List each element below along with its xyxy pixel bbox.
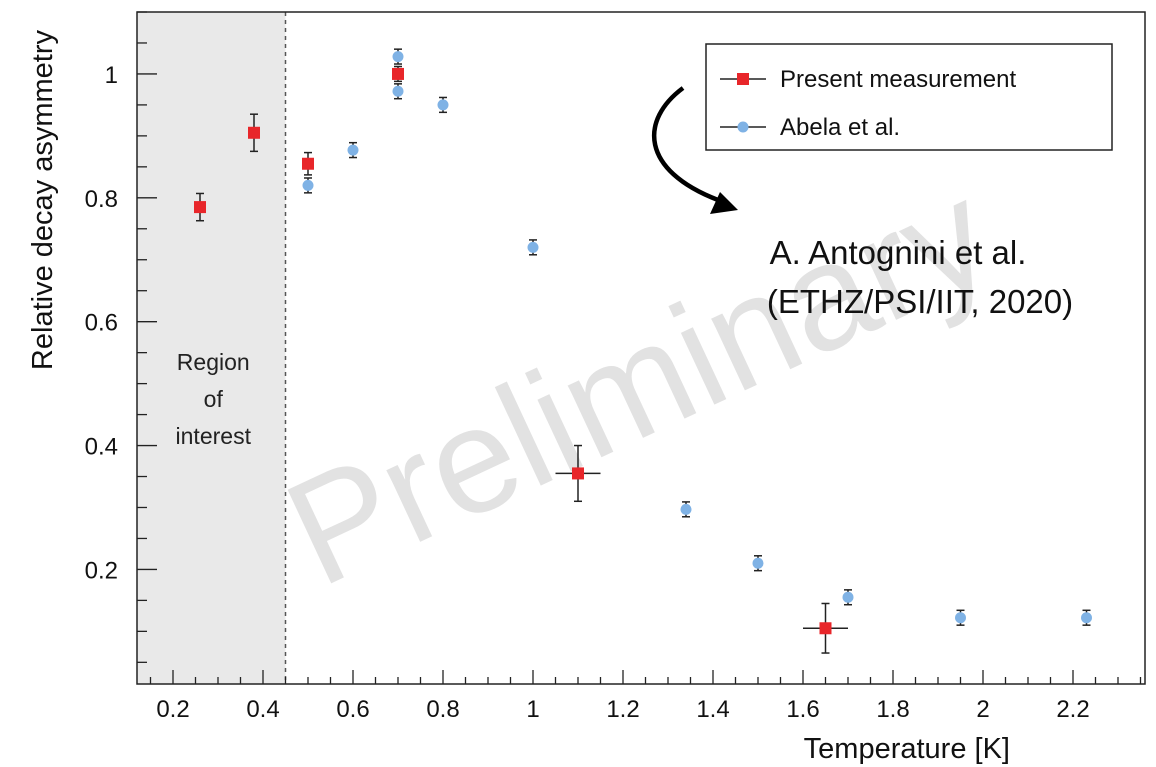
legend-label: Abela et al. — [780, 114, 900, 141]
annotation-arrow-head — [710, 192, 738, 214]
annotation-line-2: (ETHZ/PSI/IIT, 2020) — [767, 283, 1073, 320]
legend-label: Present measurement — [780, 66, 1016, 93]
x-axis-title: Temperature [K] — [804, 733, 1010, 765]
y-tick-label: 1 — [105, 62, 118, 89]
y-tick-label: 0.4 — [85, 434, 118, 461]
marker-circle — [347, 144, 359, 156]
marker-circle — [680, 503, 692, 515]
x-tick-label: 2 — [976, 696, 989, 723]
region-of-interest-label-line: of — [204, 386, 224, 412]
x-tick-label: 1.4 — [696, 696, 729, 723]
marker-square — [302, 157, 314, 170]
y-tick-label: 0.8 — [85, 186, 118, 213]
x-tick-label: 2.2 — [1056, 696, 1089, 723]
legend-marker-circle — [737, 121, 749, 133]
annotation-arrow-shaft — [651, 86, 719, 203]
y-tick-label: 0.6 — [85, 310, 118, 337]
marker-circle — [392, 51, 404, 63]
region-of-interest-shade — [137, 12, 286, 684]
marker-square — [248, 126, 260, 139]
x-tick-label: 1 — [526, 696, 539, 723]
data-point-abela — [527, 239, 539, 256]
marker-circle — [437, 99, 449, 111]
data-point-present-measurement — [248, 113, 260, 153]
x-tick-label: 1.6 — [786, 696, 819, 723]
data-point-abela — [302, 177, 314, 194]
legend-box — [705, 43, 1113, 151]
data-point-abela — [392, 83, 404, 100]
region-of-interest-label-line: interest — [176, 423, 252, 449]
data-point-abela — [347, 141, 359, 159]
x-tick-label: 0.4 — [246, 696, 279, 723]
marker-circle — [752, 557, 764, 569]
data-point-present-measurement — [194, 192, 206, 222]
data-point-present-measurement — [555, 444, 601, 503]
data-point-abela — [752, 555, 764, 572]
data-point-present-measurement — [803, 602, 848, 654]
watermark-text: Preliminary — [263, 148, 1014, 617]
x-tick-label: 1.8 — [876, 696, 909, 723]
data-point-present-measurement — [302, 151, 314, 176]
x-tick-label: 0.2 — [156, 696, 189, 723]
annotation-line-1: A. Antognini et al. — [770, 234, 1027, 271]
marker-circle — [527, 241, 539, 253]
data-point-abela — [392, 48, 404, 65]
data-point-abela — [1081, 609, 1092, 626]
y-axis-title: Relative decay asymmetry — [27, 30, 59, 371]
data-point-present-measurement — [392, 65, 404, 83]
marker-circle — [842, 591, 854, 603]
y-tick-label: 0.2 — [85, 557, 118, 584]
marker-circle — [302, 179, 314, 191]
legend-marker-square — [737, 73, 749, 85]
marker-square — [194, 201, 206, 214]
marker-circle — [955, 612, 966, 624]
marker-square — [392, 67, 404, 80]
data-point-abela — [680, 501, 692, 518]
marker-circle — [1081, 612, 1092, 624]
marker-circle — [392, 85, 404, 97]
region-of-interest-label-line: Region — [177, 349, 250, 375]
plot-frame — [136, 11, 1146, 685]
x-tick-label: 0.8 — [426, 696, 459, 723]
marker-square — [572, 467, 584, 480]
x-tick-label: 0.6 — [336, 696, 369, 723]
x-tick-label: 1.2 — [606, 696, 639, 723]
data-point-abela — [955, 609, 966, 626]
data-point-abela — [437, 96, 449, 114]
marker-square — [819, 622, 832, 635]
data-point-abela — [842, 589, 854, 606]
